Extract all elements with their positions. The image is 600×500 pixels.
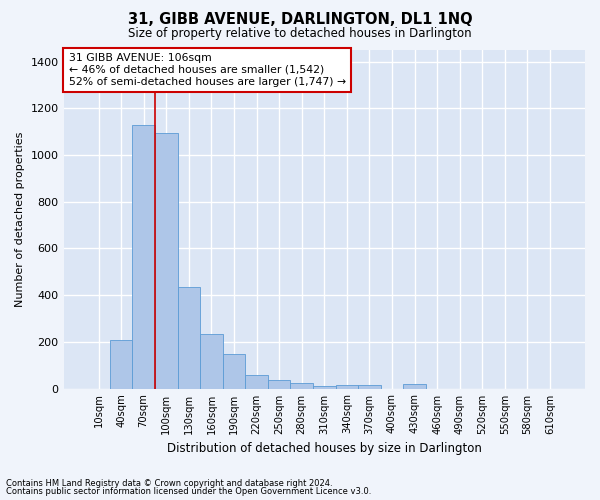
Bar: [335, 385, 358, 388]
Text: 31 GIBB AVENUE: 106sqm
← 46% of detached houses are smaller (1,542)
52% of semi-: 31 GIBB AVENUE: 106sqm ← 46% of detached…: [69, 54, 346, 86]
Bar: [155, 133, 178, 388]
Bar: [245, 375, 268, 388]
Bar: [178, 288, 200, 388]
Text: 31, GIBB AVENUE, DARLINGTON, DL1 1NQ: 31, GIBB AVENUE, DARLINGTON, DL1 1NQ: [128, 12, 472, 28]
Bar: [200, 334, 223, 388]
X-axis label: Distribution of detached houses by size in Darlington: Distribution of detached houses by size …: [167, 442, 482, 455]
Text: Contains public sector information licensed under the Open Government Licence v3: Contains public sector information licen…: [6, 487, 371, 496]
Bar: [223, 354, 245, 388]
Text: Size of property relative to detached houses in Darlington: Size of property relative to detached ho…: [128, 28, 472, 40]
Bar: [313, 386, 335, 388]
Bar: [290, 382, 313, 388]
Bar: [358, 385, 381, 388]
Bar: [268, 380, 290, 388]
Y-axis label: Number of detached properties: Number of detached properties: [15, 132, 25, 307]
Text: Contains HM Land Registry data © Crown copyright and database right 2024.: Contains HM Land Registry data © Crown c…: [6, 478, 332, 488]
Bar: [110, 340, 133, 388]
Bar: [133, 126, 155, 388]
Bar: [403, 384, 426, 388]
